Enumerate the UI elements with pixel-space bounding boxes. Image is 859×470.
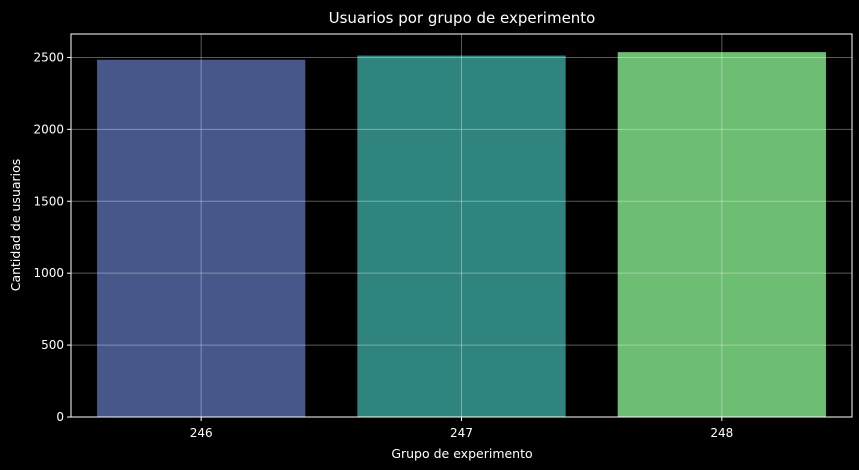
bar-248 (617, 52, 826, 417)
x-tick-label: 247 (450, 426, 473, 440)
bar-247 (357, 55, 566, 417)
y-axis-label: Cantidad de usuarios (8, 159, 23, 292)
y-tick-label: 2000 (33, 122, 64, 136)
y-ticks: 0 500 1000 1500 2000 2500 (33, 50, 71, 424)
x-tick-label: 248 (710, 426, 733, 440)
y-tick-label: 0 (56, 410, 64, 424)
chart-title: Usuarios por grupo de experimento (329, 9, 596, 27)
x-axis-label: Grupo de experimento (391, 446, 532, 461)
bars (97, 52, 826, 418)
x-ticks: 246 247 248 (190, 417, 733, 440)
y-tick-label: 2500 (33, 50, 64, 64)
y-tick-label: 1000 (33, 266, 64, 280)
y-tick-label: 500 (41, 338, 64, 352)
x-tick-label: 246 (190, 426, 213, 440)
y-tick-label: 1500 (33, 194, 64, 208)
bar-246 (97, 59, 306, 418)
